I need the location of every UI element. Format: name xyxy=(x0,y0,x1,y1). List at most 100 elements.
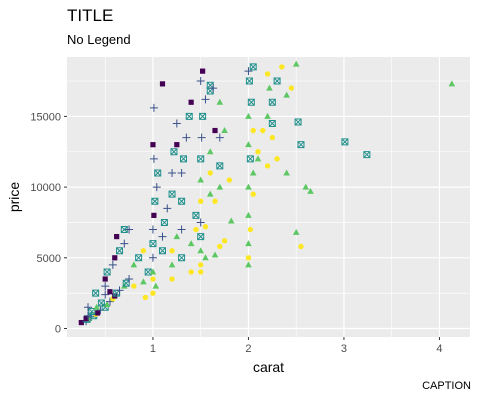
data-point xyxy=(264,112,271,119)
data-point xyxy=(212,198,218,204)
data-point xyxy=(302,183,310,190)
data-point xyxy=(250,127,256,134)
data-point xyxy=(247,98,255,106)
data-point xyxy=(158,232,167,241)
data-point xyxy=(150,276,156,282)
data-point xyxy=(283,169,290,176)
data-point xyxy=(197,133,206,142)
plot-panel xyxy=(67,57,470,337)
data-point xyxy=(363,151,371,159)
data-point xyxy=(131,283,137,289)
data-point xyxy=(107,289,113,295)
data-point xyxy=(201,95,210,104)
data-point xyxy=(216,183,224,190)
data-point xyxy=(112,255,118,261)
data-point xyxy=(202,254,209,261)
data-point xyxy=(93,303,100,310)
minor-gridlines xyxy=(67,57,470,337)
data-point xyxy=(288,85,295,91)
data-point xyxy=(125,275,134,284)
data-point xyxy=(245,77,253,85)
data-point xyxy=(125,225,134,234)
y-tick-label: 0 xyxy=(55,324,61,336)
data-point xyxy=(206,148,214,155)
data-point xyxy=(97,299,105,307)
data-point xyxy=(152,282,160,289)
data-point xyxy=(188,269,194,275)
data-point xyxy=(196,218,205,227)
data-point xyxy=(273,77,281,85)
data-point xyxy=(192,211,200,219)
data-point xyxy=(148,253,157,262)
x-tick-label: 4 xyxy=(436,343,442,355)
data-point xyxy=(292,60,300,67)
data-point xyxy=(142,294,149,301)
data-point xyxy=(298,243,304,250)
data-point xyxy=(202,223,209,230)
data-point xyxy=(163,204,172,213)
data-point xyxy=(245,141,252,148)
data-point xyxy=(173,233,181,240)
data-point xyxy=(149,268,157,275)
data-point xyxy=(185,112,193,120)
data-point xyxy=(209,84,218,93)
data-point xyxy=(264,163,271,169)
data-point xyxy=(266,84,273,91)
data-point xyxy=(245,240,252,247)
data-point xyxy=(246,155,254,163)
data-point xyxy=(102,276,108,282)
data-point xyxy=(249,169,257,176)
data-point xyxy=(221,127,228,134)
data-point xyxy=(168,168,177,177)
data-point xyxy=(247,226,254,233)
data-point xyxy=(120,239,129,248)
data-point xyxy=(101,282,110,291)
data-point xyxy=(172,119,181,128)
data-point xyxy=(197,176,204,183)
data-point xyxy=(103,268,111,276)
data-point xyxy=(94,310,101,316)
data-point xyxy=(150,142,156,148)
data-point xyxy=(151,212,157,218)
data-point xyxy=(197,247,204,254)
data-point xyxy=(255,149,261,155)
data-point xyxy=(188,99,194,105)
data-point xyxy=(197,233,205,241)
data-point xyxy=(103,300,111,307)
data-point xyxy=(159,81,166,87)
data-point xyxy=(197,155,205,163)
data-point xyxy=(84,311,93,320)
data-point xyxy=(292,228,300,235)
data-point xyxy=(178,254,186,262)
data-point xyxy=(260,127,266,134)
data-point xyxy=(197,262,204,268)
data-point xyxy=(84,303,93,312)
y-tick-label: 10000 xyxy=(30,182,61,194)
data-point xyxy=(135,254,143,262)
y-tick-label: 5000 xyxy=(37,253,61,265)
data-point xyxy=(294,118,302,126)
data-point xyxy=(83,316,89,322)
data-point xyxy=(78,319,84,326)
data-point xyxy=(150,290,156,296)
data-point xyxy=(250,191,256,197)
data-point xyxy=(149,240,157,248)
data-point xyxy=(212,127,218,134)
data-point xyxy=(244,67,253,76)
data-point xyxy=(115,286,124,295)
data-point xyxy=(174,142,180,148)
data-point xyxy=(140,248,147,254)
data-point xyxy=(227,217,235,224)
data-point xyxy=(269,134,276,141)
data-point xyxy=(199,112,207,120)
data-point xyxy=(245,183,252,190)
data-point xyxy=(268,98,276,106)
data-point xyxy=(122,279,130,287)
data-point xyxy=(215,133,224,142)
y-axis-title: price xyxy=(6,182,22,213)
x-tick-label: 1 xyxy=(150,343,156,355)
data-point xyxy=(196,77,205,86)
data-point xyxy=(169,276,175,282)
data-point xyxy=(264,71,271,77)
